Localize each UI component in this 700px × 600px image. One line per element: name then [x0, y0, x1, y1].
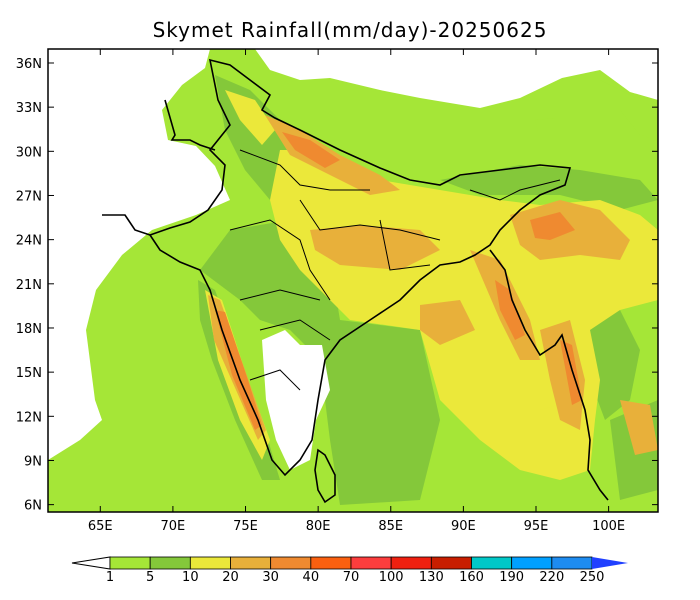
legend-swatch — [471, 556, 513, 570]
rain-30-40-region — [530, 212, 575, 240]
legend-label: 100 — [379, 570, 404, 585]
lat-tick-label: 21N — [16, 278, 42, 293]
legend-label: 70 — [343, 570, 360, 585]
map-title: Skymet Rainfall(mm/day)-20250625 — [152, 18, 548, 42]
legend-label: 10 — [182, 570, 199, 585]
rain-30-40-region — [495, 280, 525, 340]
lat-tick-label: 30N — [16, 145, 42, 160]
legend-swatch — [390, 556, 432, 570]
legend-label: 1 — [106, 570, 114, 585]
lat-tick-label: 27N — [16, 189, 42, 204]
rain-20-30-region — [310, 225, 440, 270]
lat-tick-label: 18N — [16, 322, 42, 337]
legend-label: 40 — [303, 570, 320, 585]
country-boundaries — [102, 58, 609, 504]
lat-tick-label: 36N — [16, 57, 42, 72]
rain-below-1-region — [255, 49, 658, 108]
lon-tick-label: 65E — [88, 519, 113, 534]
legend-swatch — [511, 556, 553, 570]
myanmar-coast — [489, 249, 609, 501]
rain-5-10-region — [590, 310, 640, 420]
rain-10-20-region — [225, 90, 275, 145]
legend-label: 190 — [499, 570, 524, 585]
map-axes: 36N 33N 30N 27N 24N 21N 18N 15N 12N 9N 6N 65E 70E 75E… — [16, 49, 658, 534]
state-boundaries — [229, 149, 561, 391]
legend-swatch — [189, 556, 231, 570]
legend-label: 250 — [580, 570, 605, 585]
rain-5-10-region — [440, 165, 658, 210]
legend-swatch — [310, 556, 352, 570]
legend-below-arrow — [71, 556, 111, 570]
rain-below-1-region — [535, 118, 555, 132]
lat-tick-label: 9N — [24, 454, 42, 469]
legend-label: 30 — [262, 570, 279, 585]
lat-tick-label: 6N — [24, 499, 42, 514]
legend-swatch — [149, 556, 191, 570]
legend-label: 5 — [146, 570, 154, 585]
pakistan-border — [102, 99, 216, 236]
legend-label: 220 — [539, 570, 564, 585]
lat-tick-label: 24N — [16, 234, 42, 249]
legend-swatch — [430, 556, 472, 570]
plot-frame — [47, 48, 659, 513]
rain-30-40-region — [215, 310, 262, 430]
lon-tick-label: 75E — [233, 519, 258, 534]
lon-tick-label: 100E — [592, 519, 625, 534]
legend-swatch — [350, 556, 392, 570]
rainfall-field — [48, 49, 658, 512]
lon-tick-label: 95E — [524, 519, 549, 534]
lat-tick-label: 15N — [16, 366, 42, 381]
lat-tick-label: 12N — [16, 410, 42, 425]
rain-20-30-region — [620, 400, 658, 455]
rain-20-30-region — [420, 300, 475, 345]
legend-swatch — [551, 556, 593, 570]
rain-below-1-region — [48, 49, 230, 460]
india-outline — [148, 58, 572, 477]
legend-swatch — [109, 556, 151, 570]
legend-swatch — [270, 556, 312, 570]
color-legend: 1 5 10 20 30 40 70 100 130 160 190 220 250 — [71, 556, 628, 585]
rain-30-40-region — [282, 132, 340, 168]
lat-tick-label: 33N — [16, 101, 42, 116]
lon-tick-label: 90E — [451, 519, 476, 534]
legend-label: 130 — [419, 570, 444, 585]
rain-below-1-region — [600, 80, 658, 140]
legend-above-arrow — [592, 557, 628, 569]
rain-30-40-region — [560, 340, 582, 405]
lon-tick-label: 80E — [306, 519, 331, 534]
legend-label: 160 — [459, 570, 484, 585]
rain-5-10-region — [200, 220, 440, 505]
srilanka-outline — [314, 448, 336, 504]
legend-label: 20 — [222, 570, 239, 585]
lon-tick-label: 70E — [161, 519, 186, 534]
lon-tick-label: 85E — [378, 519, 403, 534]
legend-swatch — [230, 556, 272, 570]
